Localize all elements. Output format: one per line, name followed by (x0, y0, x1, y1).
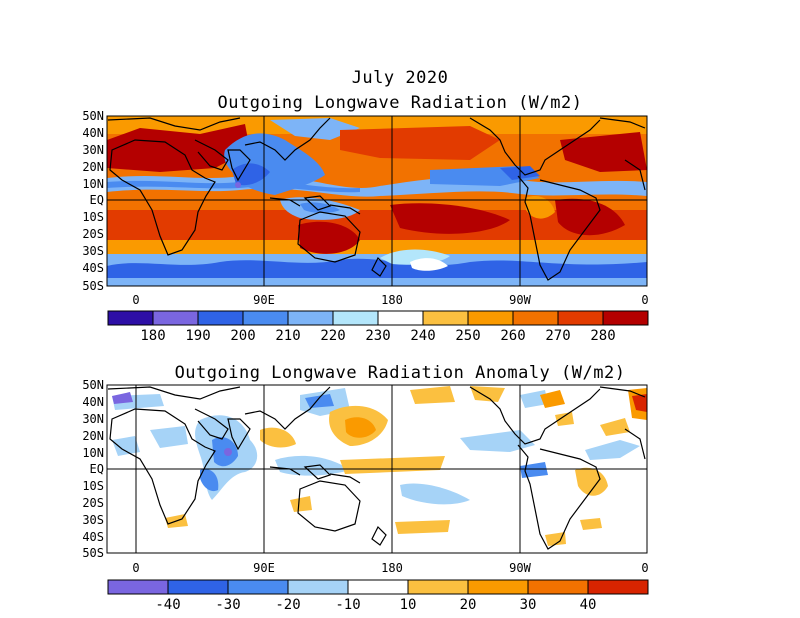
colorbar-label: 20 (460, 597, 477, 613)
colorbar-swatch (287, 310, 334, 326)
lat-label: 30N (82, 143, 104, 157)
lat-label: 10N (82, 446, 104, 460)
colorbar-swatch (407, 579, 469, 595)
coastlines-bottom (107, 386, 646, 550)
lat-label: EQ (90, 462, 104, 476)
lat-label: 40N (82, 395, 104, 409)
olr-map-frame (106, 115, 648, 287)
colorbar-label: 190 (185, 328, 210, 344)
colorbar-label: 250 (455, 328, 480, 344)
anomaly-colorbar (107, 579, 649, 595)
colorbar-label: -40 (155, 597, 180, 613)
lon-label: 90W (509, 293, 531, 307)
lon-label: 90W (509, 561, 531, 575)
olr-colorbar (107, 310, 649, 326)
lon-label: 0 (641, 561, 648, 575)
colorbar-label: 280 (590, 328, 615, 344)
colorbar-label: 10 (400, 597, 417, 613)
lon-labels-bottom: 0 90E 180 90W 0 (132, 561, 648, 575)
colorbar-label: 230 (365, 328, 390, 344)
lat-label: 20N (82, 160, 104, 174)
colorbar-swatch (152, 310, 199, 326)
colorbar-swatch (587, 579, 649, 595)
colorbar-swatch (512, 310, 559, 326)
lat-label: 40S (82, 261, 104, 275)
lat-labels-bottom: 50N 40N 30N 20N 10N EQ 10S 20S 30S 40S 5… (82, 378, 104, 560)
lon-label: 90E (253, 561, 275, 575)
colorbar-label: 40 (580, 597, 597, 613)
colorbar-swatch (422, 310, 469, 326)
lat-label: 50S (82, 279, 104, 293)
figure-date-title: July 2020 (351, 68, 449, 88)
lat-label: 40S (82, 530, 104, 544)
colorbar-swatch (602, 310, 649, 326)
colorbar-label: 200 (230, 328, 255, 344)
grid-bottom (107, 385, 647, 553)
colorbar-swatch (527, 579, 589, 595)
colorbar-label: 180 (140, 328, 165, 344)
colorbar-label: 240 (410, 328, 435, 344)
lon-label: 0 (641, 293, 648, 307)
colorbar-swatch (377, 310, 424, 326)
olr-map-title: Outgoing Longwave Radiation (W/m2) (217, 93, 583, 113)
lat-label: 30S (82, 513, 104, 527)
lat-label: 10S (82, 210, 104, 224)
colorbar-label: -30 (215, 597, 240, 613)
lat-label: 30N (82, 412, 104, 426)
colorbar-swatch (107, 579, 169, 595)
olr-colorbar-labels: 180 190 200 210 220 230 240 250 260 270 … (140, 328, 615, 344)
lon-label: 90E (253, 293, 275, 307)
colorbar-swatch (227, 579, 289, 595)
colorbar-label: 210 (275, 328, 300, 344)
lat-label: 20S (82, 496, 104, 510)
colorbar-label: -10 (335, 597, 360, 613)
lat-label: EQ (90, 193, 104, 207)
anomaly-map-title: Outgoing Longwave Radiation Anomaly (W/m… (174, 363, 626, 383)
lon-labels-top: 0 90E 180 90W 0 (132, 293, 648, 307)
lat-label: 50N (82, 378, 104, 392)
colorbar-swatch (287, 579, 349, 595)
colorbar-label: -20 (275, 597, 300, 613)
lon-label: 0 (132, 293, 139, 307)
colorbar-swatch (197, 310, 244, 326)
anomaly-map-frame (106, 384, 648, 554)
lat-label: 10N (82, 177, 104, 191)
colorbar-swatch (167, 579, 229, 595)
colorbar-label: 270 (545, 328, 570, 344)
colorbar-swatch (107, 310, 154, 326)
coastlines-top (107, 117, 646, 281)
grid-top (107, 116, 647, 286)
lat-label: 20S (82, 227, 104, 241)
lon-label: 0 (132, 561, 139, 575)
colorbar-swatch (242, 310, 289, 326)
lat-label: 40N (82, 126, 104, 140)
olr-map (107, 116, 647, 286)
colorbar-swatch (467, 310, 514, 326)
lat-label: 10S (82, 479, 104, 493)
lat-label: 50S (82, 546, 104, 560)
colorbar-label: 220 (320, 328, 345, 344)
colorbar-label: 260 (500, 328, 525, 344)
lon-label: 180 (381, 293, 403, 307)
lat-label: 20N (82, 429, 104, 443)
colorbar-swatch (347, 579, 409, 595)
lat-labels-top: 50N 40N 30N 20N 10N EQ 10S 20S 30S 40S 5… (82, 109, 104, 293)
lat-label: 50N (82, 109, 104, 123)
colorbar-swatch (557, 310, 604, 326)
anomaly-colorbar-labels: -40 -30 -20 -10 10 20 30 40 (155, 597, 596, 613)
anomaly-map (107, 385, 647, 553)
lon-label: 180 (381, 561, 403, 575)
colorbar-swatch (467, 579, 529, 595)
colorbar-label: 30 (520, 597, 537, 613)
lat-label: 30S (82, 244, 104, 258)
colorbar-swatch (332, 310, 379, 326)
